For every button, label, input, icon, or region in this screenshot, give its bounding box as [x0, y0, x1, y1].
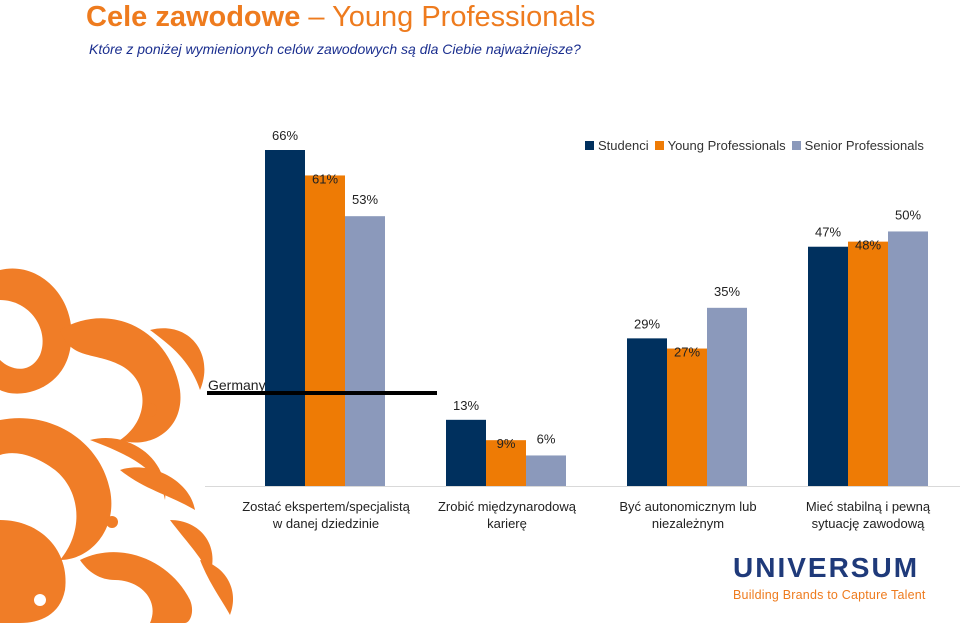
value-label-expert-young-professionals: 61% — [312, 171, 338, 186]
legend-item-senior-professionals: Senior Professionals — [791, 138, 924, 153]
value-label-autonomy-young-professionals: 27% — [674, 345, 700, 360]
universum-logo: UNIVERSUM Building Brands to Capture Tal… — [733, 552, 926, 603]
legend-label-senior-professionals: Senior Professionals — [804, 138, 924, 153]
germany-label: Germany — [208, 377, 266, 393]
title-separator: – — [308, 1, 325, 33]
value-label-stability-young-professionals: 48% — [855, 238, 881, 253]
category-label-autonomy: Być autonomicznym lub niezależnym — [619, 499, 757, 531]
category-label-expert: Zostać ekspertem/specjalistą w danej dzi… — [242, 499, 410, 531]
legend-label-studenci: Studenci — [598, 138, 649, 153]
logo-tagline: Building Brands to Capture Talent — [733, 588, 926, 602]
value-label-expert-studenci: 66% — [272, 128, 298, 143]
category-label-stability: Mieć stabilną i pewną sytuację zawodową — [805, 499, 931, 531]
legend-label-young-professionals: Young Professionals — [667, 138, 786, 153]
bar-international-career-senior-professionals — [526, 455, 566, 486]
survey-question: Które z poniżej wymienionych celów zawod… — [89, 41, 581, 57]
chart-legend: Studenci Young Professionals Senior Prof… — [585, 138, 930, 153]
bar-autonomy-studenci — [627, 338, 667, 486]
bar-expert-senior-professionals — [345, 216, 385, 486]
germany-marker-line — [207, 391, 437, 395]
value-label-expert-senior-professionals: 53% — [352, 192, 378, 207]
logo-wordmark: UNIVERSUM — [733, 552, 920, 583]
title-sub: Young Professionals — [332, 1, 596, 33]
bar-stability-senior-professionals — [888, 231, 928, 486]
value-label-international-career-young-professionals: 9% — [497, 436, 516, 451]
page-title: Cele zawodowe – Young Professionals — [86, 0, 595, 34]
title-main: Cele zawodowe — [86, 1, 301, 33]
bar-autonomy-senior-professionals — [707, 307, 747, 486]
value-label-autonomy-studenci: 29% — [634, 316, 660, 331]
legend-item-young-professionals: Young Professionals — [654, 138, 786, 153]
value-label-autonomy-senior-professionals: 35% — [714, 284, 740, 299]
legend-item-studenci: Studenci — [585, 138, 649, 153]
bar-stability-studenci — [808, 246, 848, 486]
bar-stability-young-professionals — [848, 241, 888, 486]
value-label-stability-senior-professionals: 50% — [895, 207, 921, 222]
bar-expert-studenci — [265, 150, 305, 486]
bar-international-career-studenci — [446, 419, 486, 486]
bar-autonomy-young-professionals — [667, 348, 707, 486]
legend-swatch-senior-professionals — [791, 141, 801, 150]
value-label-stability-studenci: 47% — [815, 225, 841, 240]
legend-swatch-young-professionals — [654, 141, 664, 150]
bar-expert-young-professionals — [305, 175, 345, 487]
value-label-international-career-studenci: 13% — [453, 398, 479, 413]
legend-swatch-studenci — [585, 141, 594, 150]
bar-international-career-young-professionals — [486, 440, 526, 486]
category-label-international-career: Zrobić międzynarodową karierę — [437, 499, 576, 531]
value-label-international-career-senior-professionals: 6% — [537, 431, 556, 446]
